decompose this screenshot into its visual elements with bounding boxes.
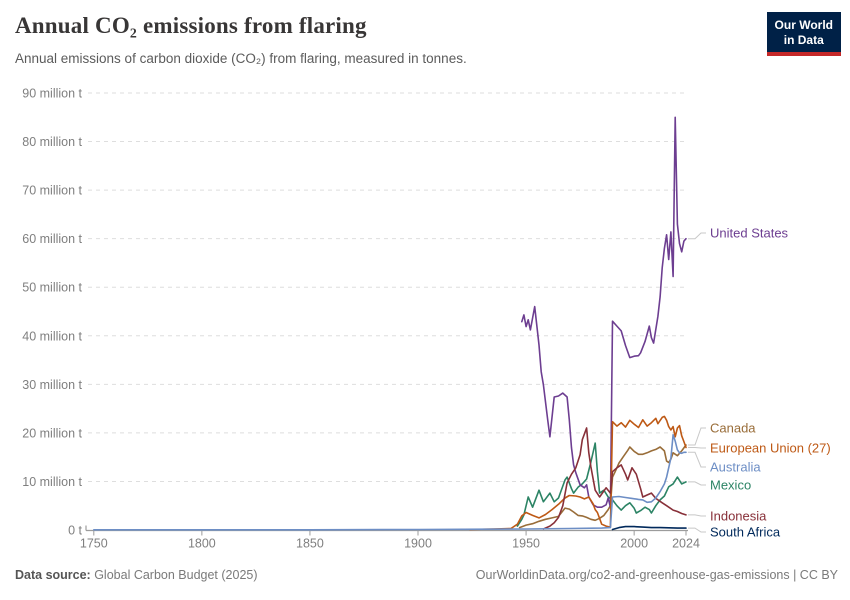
y-tick-label-90: 90 million t <box>22 86 82 100</box>
series-line-indonesia[interactable] <box>542 427 687 530</box>
y-tick-label-40: 40 million t <box>22 329 82 343</box>
series-label-south-africa[interactable]: South Africa <box>710 525 781 540</box>
label-connector-canada <box>688 427 706 446</box>
series-label-united-states[interactable]: United States <box>710 226 789 241</box>
owid-logo-line2: in Data <box>783 33 824 47</box>
label-connector-european-union-27 <box>688 447 706 449</box>
series-label-indonesia[interactable]: Indonesia <box>710 509 767 524</box>
y-tick-label-0: 0 t <box>68 524 82 538</box>
series-label-australia[interactable]: Australia <box>710 460 761 475</box>
series-line-australia[interactable] <box>93 433 687 531</box>
chart-footer: Data source: Global Carbon Budget (2025)… <box>15 568 838 582</box>
owid-logo-line1: Our World <box>774 18 833 32</box>
x-tick-label-2024: 2024 <box>672 537 700 551</box>
data-source-label: Data source: <box>15 568 91 582</box>
y-tick-label-20: 20 million t <box>22 426 82 440</box>
series-line-united-states[interactable] <box>520 116 687 509</box>
label-connector-australia <box>688 451 706 468</box>
owid-logo[interactable]: Our World in Data <box>766 12 841 56</box>
y-tick-label-30: 30 million t <box>22 378 82 392</box>
x-tick-label-2000: 2000 <box>620 537 648 551</box>
x-tick-label-1950: 1950 <box>512 537 540 551</box>
y-tick-label-10: 10 million t <box>22 475 82 489</box>
series-line-mexico[interactable] <box>516 442 687 527</box>
data-source-note: Data source: Global Carbon Budget (2025) <box>15 568 258 582</box>
label-connector-south-africa <box>688 527 706 533</box>
chart-subtitle: Annual emissions of carbon dioxide (CO₂)… <box>15 51 467 66</box>
series-line-south-africa[interactable] <box>611 525 687 531</box>
y-tick-label-70: 70 million t <box>22 184 82 198</box>
data-source-value: Global Carbon Budget (2025) <box>90 568 258 582</box>
y-tick-label-50: 50 million t <box>22 281 82 295</box>
x-tick-label-1850: 1850 <box>296 537 324 551</box>
series-label-european-union-27[interactable]: European Union (27) <box>710 441 831 456</box>
chart-title: Annual CO₂ emissions from flaring <box>15 13 367 38</box>
series-label-canada[interactable]: Canada <box>710 421 756 436</box>
footer-url[interactable]: OurWorldinData.org/co2-and-greenhouse-ga… <box>475 568 838 582</box>
label-connector-united-states <box>688 232 706 240</box>
series-line-european-union-27[interactable] <box>469 415 687 531</box>
y-tick-label-80: 80 million t <box>22 135 82 149</box>
series-label-mexico[interactable]: Mexico <box>710 478 751 493</box>
x-tick-label-1800: 1800 <box>188 537 216 551</box>
label-connector-indonesia <box>688 514 706 517</box>
series-line-canada[interactable] <box>518 444 687 529</box>
label-connector-mexico <box>688 481 706 486</box>
x-tick-label-1900: 1900 <box>404 537 432 551</box>
y-tick-label-60: 60 million t <box>22 232 82 246</box>
x-tick-label-1750: 1750 <box>80 537 108 551</box>
